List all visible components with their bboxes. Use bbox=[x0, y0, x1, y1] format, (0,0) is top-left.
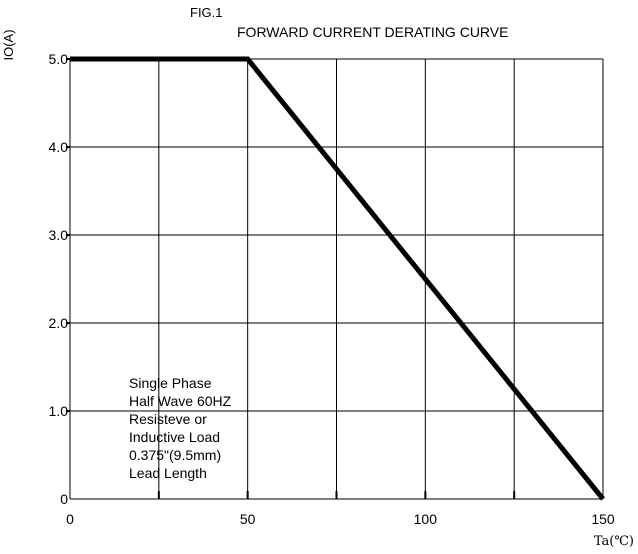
chart-title: FORWARD CURRENT DERATING CURVE bbox=[237, 24, 508, 40]
condition-annotation: Single Phase Half Wave 60HZ Resisteve or… bbox=[129, 375, 232, 481]
y-tick-label: 1.0 bbox=[49, 403, 69, 419]
annotation-line: Half Wave 60HZ bbox=[129, 393, 232, 409]
y-tick-label: 4.0 bbox=[49, 139, 69, 155]
annotation-line: 0.375"(9.5mm) bbox=[129, 447, 221, 463]
annotation-line: Resisteve or bbox=[129, 411, 207, 427]
y-tick-label: 0 bbox=[60, 491, 68, 507]
derating-curve bbox=[70, 56, 605, 501]
annotation-line: Single Phase bbox=[129, 375, 212, 391]
y-axis-label: IO(A) bbox=[1, 29, 16, 60]
x-tick-labels: 0 50 100 150 bbox=[66, 511, 615, 527]
x-tick-label: 50 bbox=[240, 511, 256, 527]
y-tick-label: 3.0 bbox=[49, 227, 69, 243]
x-tick-label: 100 bbox=[414, 511, 438, 527]
x-tick-label: 0 bbox=[66, 511, 74, 527]
series-layer bbox=[70, 56, 605, 501]
y-tick-label: 5.0 bbox=[49, 51, 69, 67]
y-tick-labels: 0 1.0 2.0 3.0 4.0 5.0 bbox=[49, 51, 69, 507]
x-axis-label: Ta(℃) bbox=[594, 534, 634, 549]
x-tick-label: 150 bbox=[591, 511, 615, 527]
annotation-line: Lead Length bbox=[129, 465, 207, 481]
annotation-line: Inductive Load bbox=[129, 429, 220, 445]
fig-label: FIG.1 bbox=[190, 5, 223, 20]
y-tick-label: 2.0 bbox=[49, 315, 69, 331]
axis-ticks bbox=[66, 58, 516, 499]
